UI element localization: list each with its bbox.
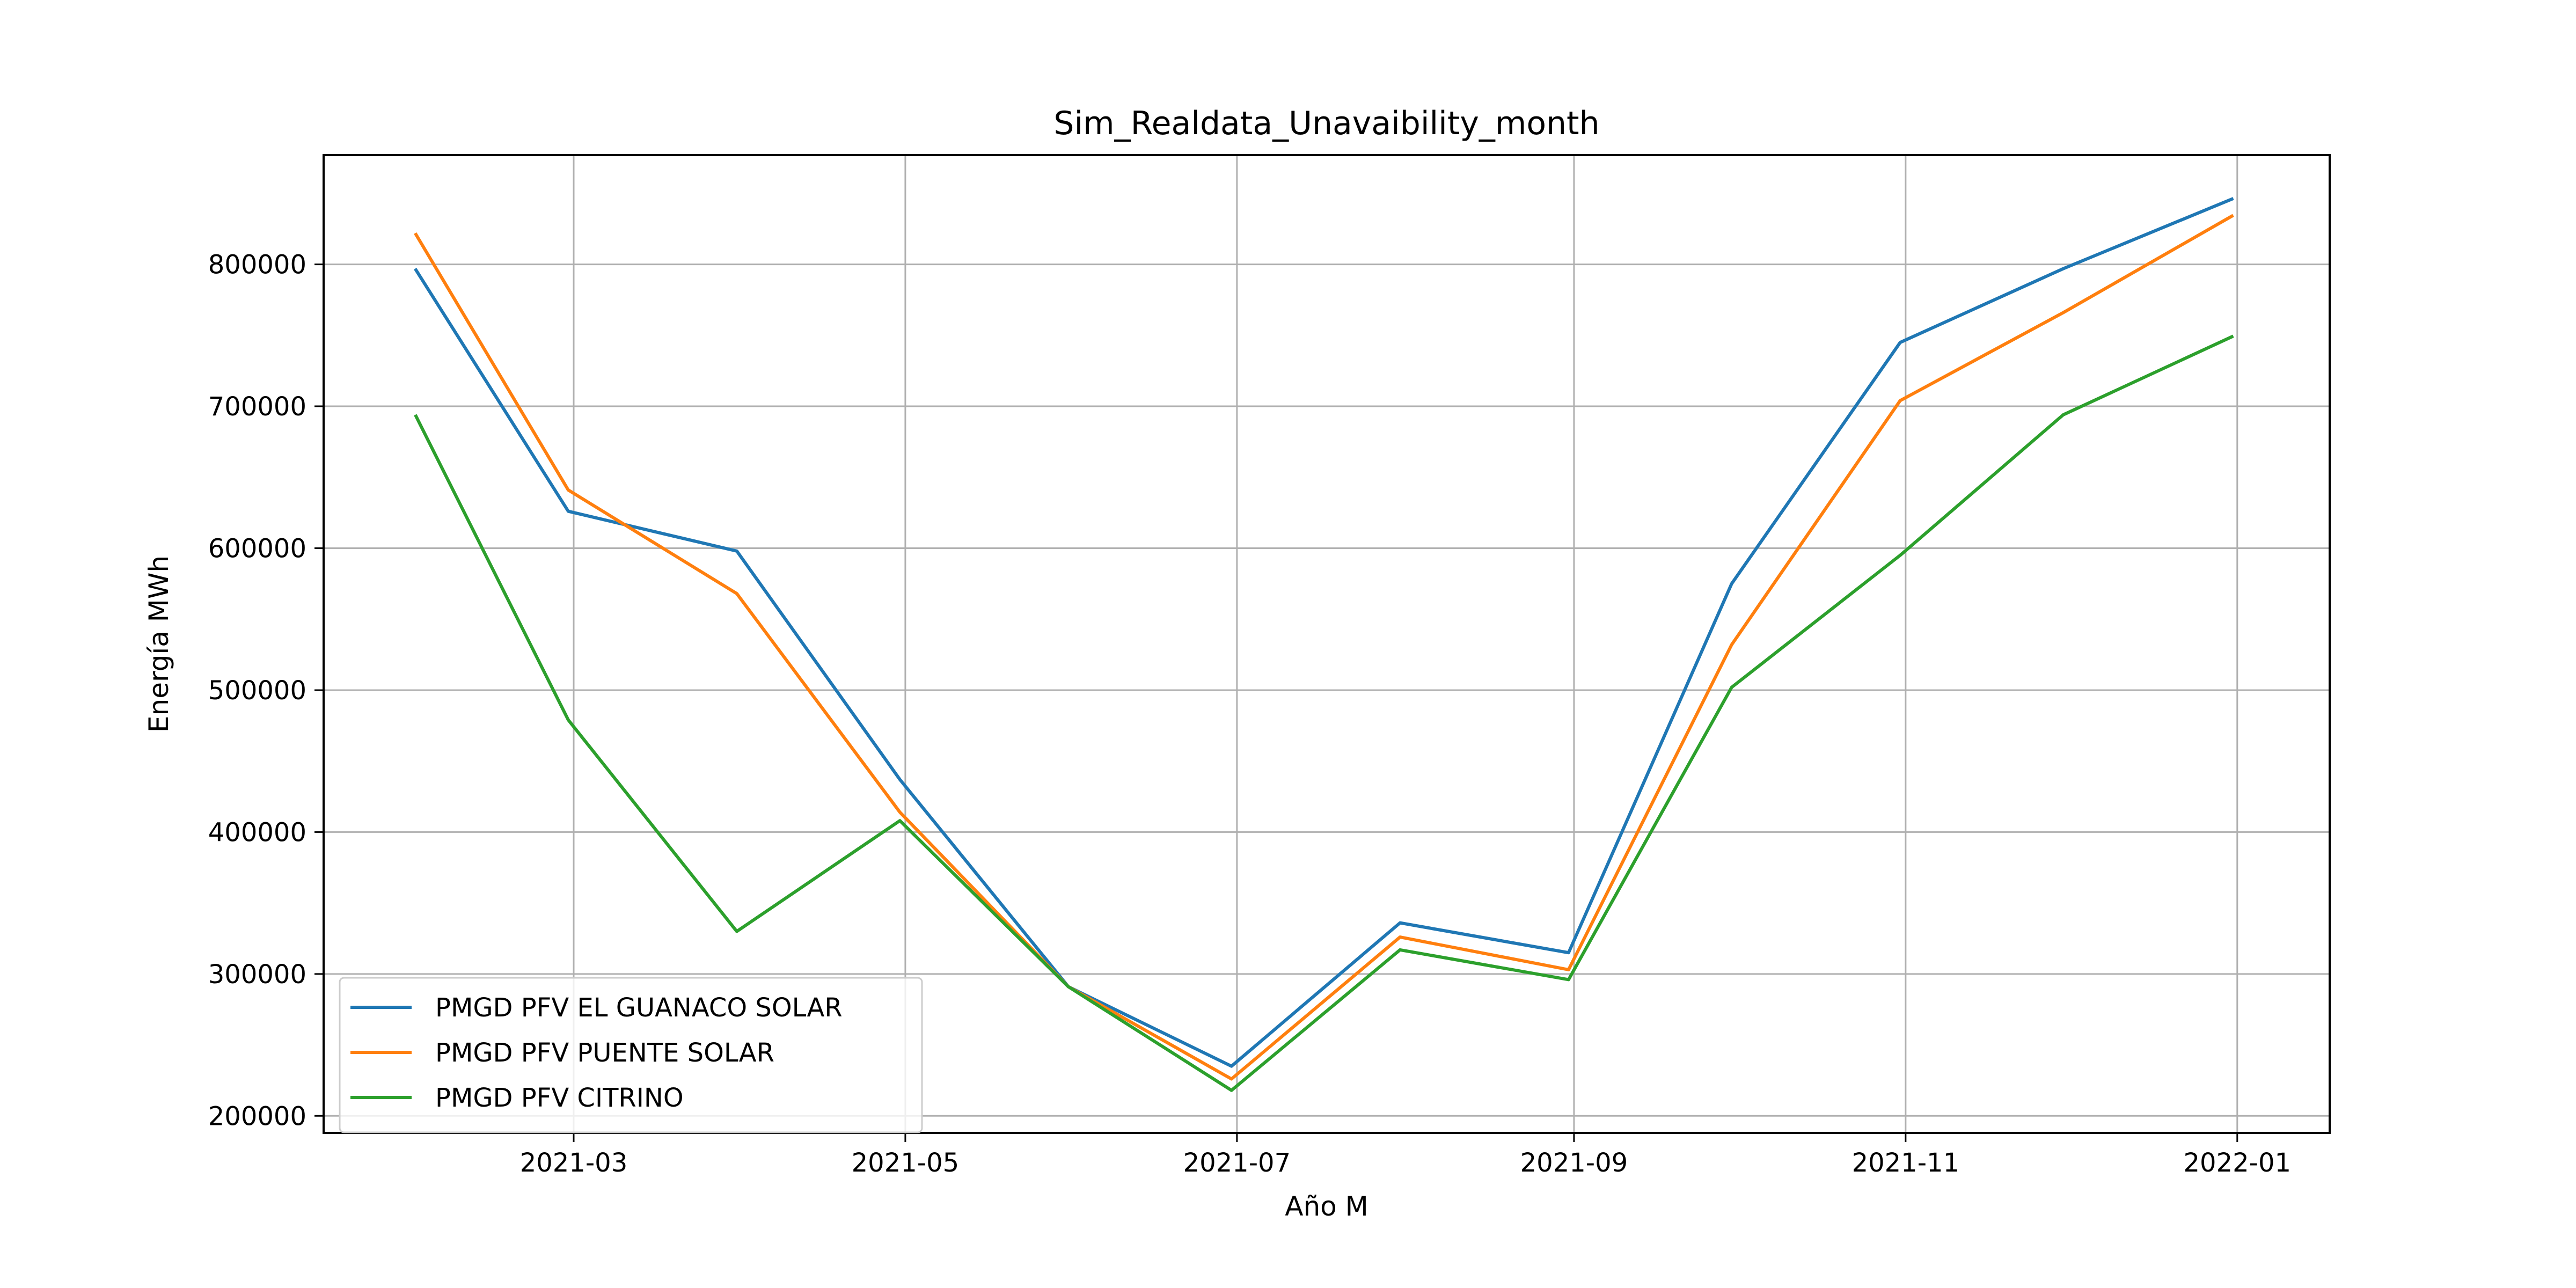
y-tick-label: 800000 bbox=[208, 250, 306, 280]
x-tick-label: 2021-03 bbox=[520, 1148, 628, 1178]
x-tick-label: 2021-05 bbox=[852, 1148, 960, 1178]
legend-item: PMGD PFV PUENTE SOLAR bbox=[350, 1038, 774, 1068]
x-tick-label: 2021-11 bbox=[1852, 1148, 1960, 1178]
legend-item: PMGD PFV EL GUANACO SOLAR bbox=[350, 993, 843, 1023]
y-tick-label: 600000 bbox=[208, 534, 306, 564]
legend-label: PMGD PFV EL GUANACO SOLAR bbox=[435, 993, 843, 1023]
y-tick-label: 500000 bbox=[208, 676, 306, 706]
y-tick-label: 400000 bbox=[208, 817, 306, 847]
x-axis: 2021-03 2021-05 2021-07 2021-09 2021-11 2022-… bbox=[520, 1133, 2291, 1178]
series-line-1 bbox=[414, 197, 2234, 1068]
x-tick-label: 2021-09 bbox=[1520, 1148, 1628, 1178]
x-axis-label: Año M bbox=[1285, 1191, 1368, 1222]
y-tick-label: 200000 bbox=[208, 1101, 306, 1131]
y-axis-label: Energía MWh bbox=[143, 555, 174, 733]
y-tick-label: 300000 bbox=[208, 960, 306, 990]
y-axis: 200000 300000 400000 500000 600000 700000 8000… bbox=[208, 250, 324, 1131]
legend-label: PMGD PFV CITRINO bbox=[435, 1083, 684, 1113]
legend-label: PMGD PFV PUENTE SOLAR bbox=[435, 1038, 774, 1068]
x-tick-label: 2022-01 bbox=[2184, 1148, 2292, 1178]
legend-box bbox=[339, 977, 923, 1133]
series-line-2 bbox=[414, 214, 2234, 1081]
y-tick-label: 700000 bbox=[208, 392, 306, 422]
chart-title: Sim_Realdata_Unavaibility_month bbox=[1053, 105, 1599, 142]
legend-item: PMGD PFV CITRINO bbox=[350, 1083, 684, 1113]
series-lines bbox=[414, 197, 2234, 1092]
series-line-3 bbox=[414, 334, 2234, 1092]
legend: PMGD PFV EL GUANACO SOLAR PMGD PFV PUENTE… bbox=[339, 977, 923, 1133]
x-tick-label: 2021-07 bbox=[1183, 1148, 1291, 1178]
plot-area bbox=[323, 154, 2331, 1134]
